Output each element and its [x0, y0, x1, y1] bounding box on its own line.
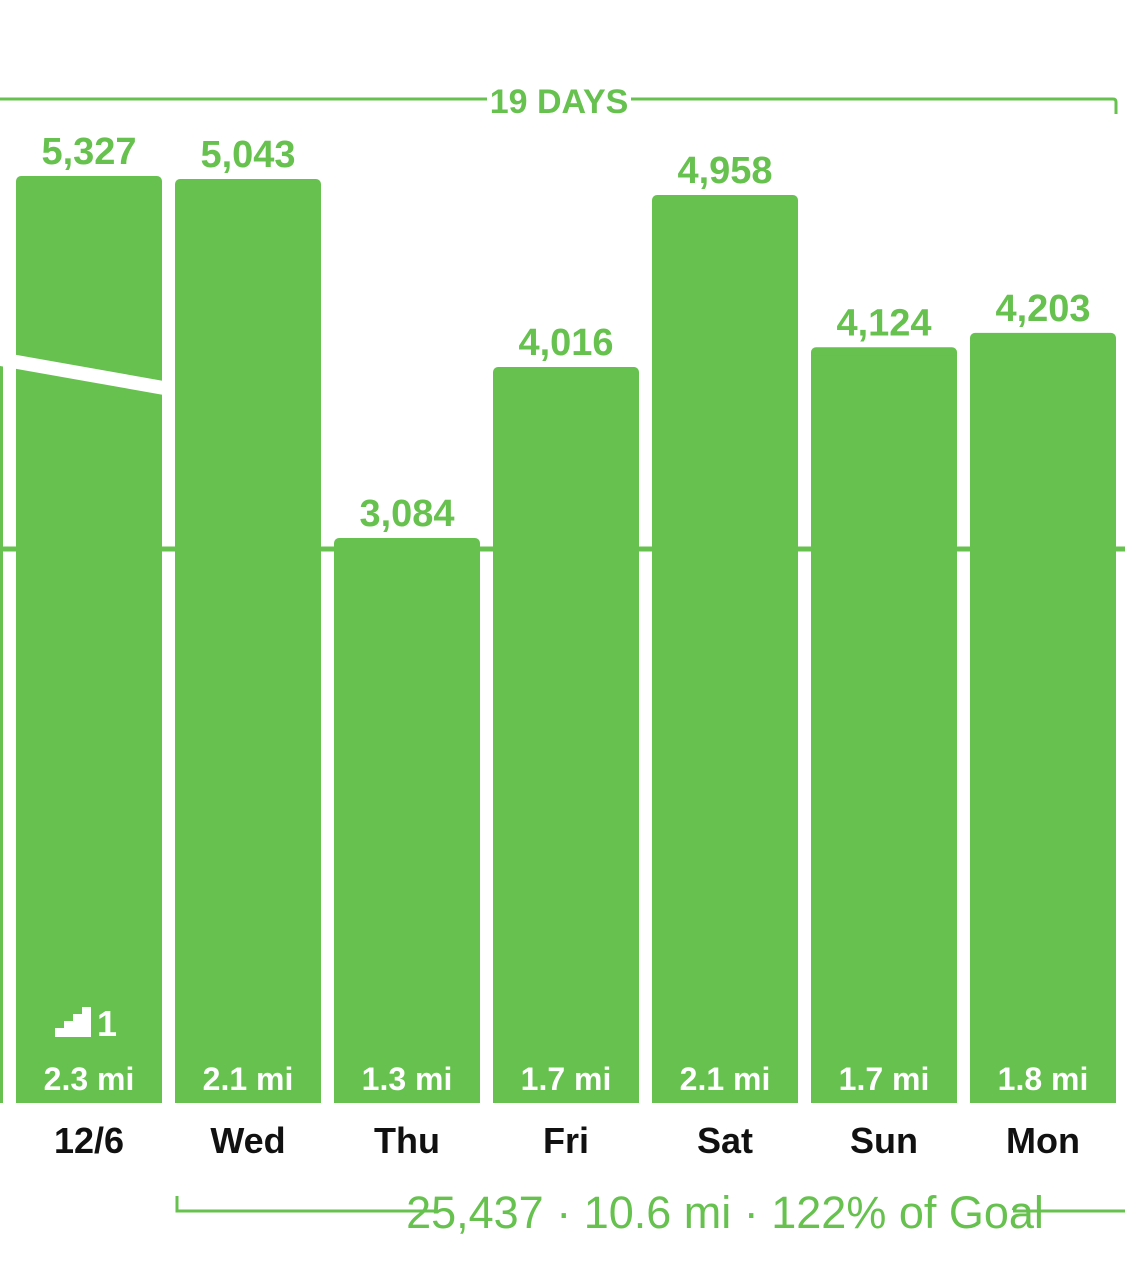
bar-distance-label: 1.3 mi [362, 1061, 453, 1097]
summary-bracket [175, 1196, 1125, 1213]
bar-distance-label: 1.7 mi [521, 1061, 612, 1097]
bar-value-label: 5,043 [200, 134, 295, 176]
bar-value-label: 4,016 [518, 322, 613, 364]
bar-distance-label: 2.3 mi [44, 1061, 135, 1097]
category-label: Wed [210, 1120, 285, 1161]
category-label: Thu [374, 1120, 440, 1161]
category-label: Sun [850, 1120, 918, 1161]
category-label: 12/6 [54, 1120, 124, 1161]
bar-value-label: 3,084 [359, 493, 454, 535]
bar-value-label: 4,203 [995, 288, 1090, 330]
axis-break-mark [0, 352, 175, 397]
bar-distance-label: 1.7 mi [839, 1061, 930, 1097]
bar-distance-label: 2.1 mi [680, 1061, 771, 1097]
category-label: Mon [1006, 1120, 1080, 1161]
bar-value-label: 5,327 [41, 131, 136, 173]
bar-distance-label: 2.1 mi [203, 1061, 294, 1097]
floors-count: 1 [97, 1003, 117, 1044]
streak-bracket [0, 97, 1118, 114]
category-label: Fri [543, 1120, 589, 1161]
category-label: Sat [697, 1120, 753, 1161]
bar-value-label: 4,958 [677, 150, 772, 192]
streak-label: 19 DAYS [490, 83, 629, 121]
bar-distance-label: 1.8 mi [998, 1061, 1089, 1097]
previous-bar-partial [0, 356, 3, 1103]
bar-value-label: 4,124 [836, 302, 931, 344]
more-link-partial[interactable] [836, 1262, 1125, 1282]
weekly-summary: 25,437 · 10.6 mi · 122% of Goal [406, 1187, 1044, 1238]
stairs-icon [55, 1007, 91, 1037]
